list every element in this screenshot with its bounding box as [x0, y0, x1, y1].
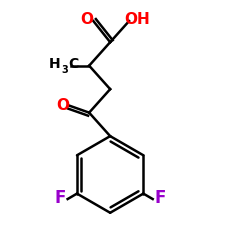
Text: F: F — [154, 189, 166, 207]
Text: OH: OH — [124, 12, 150, 27]
Text: C: C — [68, 58, 78, 71]
Text: F: F — [54, 189, 66, 207]
Text: O: O — [56, 98, 69, 112]
Text: H: H — [49, 58, 60, 71]
Text: 3: 3 — [61, 65, 68, 75]
Text: O: O — [80, 12, 93, 27]
